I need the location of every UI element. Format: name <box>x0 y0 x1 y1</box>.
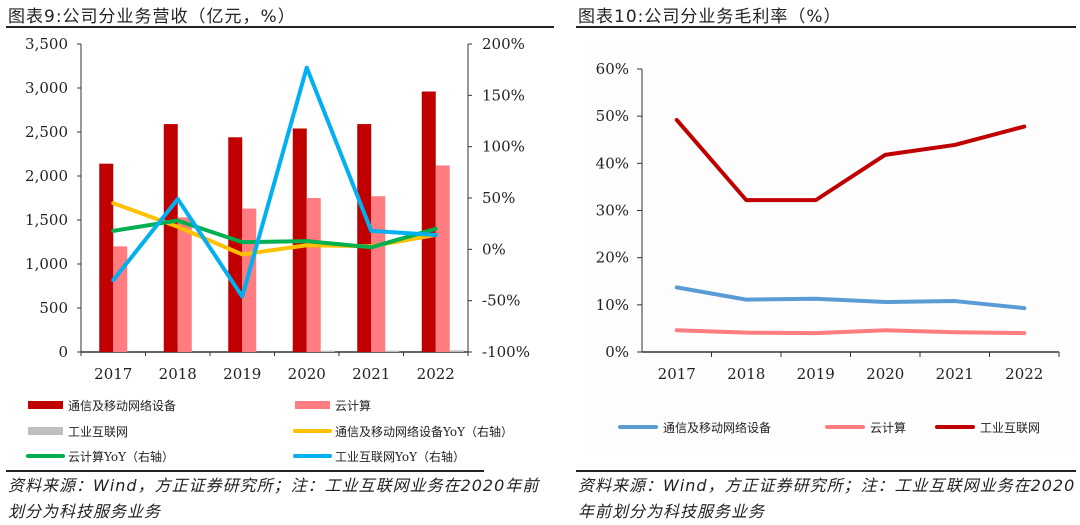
right-note-rule <box>576 470 1076 472</box>
right-x-tick-label: 2018 <box>727 365 765 383</box>
x-tick-label: 2018 <box>159 365 197 383</box>
legend-swatch-1 <box>295 401 330 409</box>
y2-tick-label: 0% <box>482 240 506 258</box>
right-legend-label-0: 通信及移动网络设备 <box>663 420 771 435</box>
left-chart-title: 图表9:公司分业务营收（亿元，%） <box>8 7 296 27</box>
right-x-tick-label: 2017 <box>658 365 696 383</box>
right-x-tick-label: 2022 <box>1005 365 1043 383</box>
x-tick-label: 2019 <box>223 365 261 383</box>
y2-tick-label: 50% <box>482 189 515 207</box>
bar-0-2019 <box>228 137 243 352</box>
right-chart-title: 图表10:公司分业务毛利率（%） <box>578 7 842 27</box>
legend-label-5: 工业互联网YoY（右轴） <box>335 449 465 464</box>
legend-label-4: 云计算YoY（右轴） <box>68 449 174 464</box>
right-x-tick-label: 2021 <box>936 365 974 383</box>
legend-swatch-2 <box>28 427 63 435</box>
line-series-0 <box>111 201 438 257</box>
right-x-tick-label: 2020 <box>866 365 904 383</box>
y2-tick-label: -100% <box>482 343 530 361</box>
y2-tick-label: 100% <box>482 138 525 156</box>
y-tick-label: 3,000 <box>25 79 68 97</box>
y-tick-label: 500 <box>39 299 68 317</box>
y-tick-label: 2,500 <box>25 123 68 141</box>
bar-2-2020 <box>320 350 335 352</box>
bar-1-2018 <box>177 217 192 352</box>
right-legend-label-1: 云计算 <box>870 420 906 435</box>
bar-1-2020 <box>306 198 321 352</box>
right-y-tick-label: 20% <box>596 249 629 267</box>
right-y-tick-label: 60% <box>596 60 629 78</box>
right-y-tick-label: 10% <box>596 296 629 314</box>
y2-tick-label: 200% <box>482 35 525 53</box>
right-line-series-0 <box>674 285 1027 311</box>
y-tick-label: 0 <box>58 343 68 361</box>
y-tick-label: 2,000 <box>25 167 68 185</box>
y2-tick-label: 150% <box>482 86 525 104</box>
right-chart-background <box>590 40 1075 455</box>
x-tick-label: 2017 <box>94 365 132 383</box>
x-tick-label: 2021 <box>352 365 390 383</box>
x-tick-label: 2022 <box>417 365 455 383</box>
bar-0-2021 <box>357 124 372 352</box>
legend-label-1: 云计算 <box>335 398 371 413</box>
bar-1-2021 <box>371 196 386 352</box>
y-tick-label: 1,000 <box>25 255 68 273</box>
bar-0-2017 <box>99 163 114 352</box>
right-line-series-2 <box>674 117 1027 203</box>
bar-1-2022 <box>435 165 450 352</box>
bar-1-2019 <box>242 208 257 352</box>
left-source-note: 资料来源：Wind，方正证券研究所；注：工业互联网业务在2020年前划分为科技服… <box>8 476 540 521</box>
right-y-tick-label: 30% <box>596 202 629 220</box>
right-title-rule <box>576 26 1076 28</box>
right-legend-label-2: 工业互联网 <box>980 421 1040 435</box>
right-y-tick-label: 50% <box>596 107 629 125</box>
legend-swatch-0 <box>28 401 63 409</box>
y2-tick-label: -50% <box>482 292 520 310</box>
y-tick-label: 3,500 <box>25 35 68 53</box>
right-source-note: 资料来源：Wind，方正证券研究所；注：工业互联网业务在2020年前划分为科技服… <box>578 476 1076 521</box>
legend-label-3: 通信及移动网络设备YoY（右轴） <box>335 424 513 439</box>
legend-label-2: 工业互联网 <box>68 425 128 439</box>
bar-2-2021 <box>385 350 400 352</box>
right-y-tick-label: 0% <box>605 343 629 361</box>
x-tick-label: 2020 <box>288 365 326 383</box>
line-series-2 <box>111 65 438 299</box>
y-tick-label: 1,500 <box>25 211 68 229</box>
bar-0-2018 <box>163 124 178 352</box>
left-title-rule <box>6 26 554 28</box>
right-y-tick-label: 40% <box>596 154 629 172</box>
bar-2-2022 <box>449 350 464 352</box>
legend-label-0: 通信及移动网络设备 <box>68 398 176 413</box>
bar-0-2022 <box>421 91 436 353</box>
line-series-1 <box>111 218 438 250</box>
right-x-tick-label: 2019 <box>797 365 835 383</box>
right-line-series-1 <box>674 328 1027 336</box>
left-note-rule <box>6 470 484 472</box>
